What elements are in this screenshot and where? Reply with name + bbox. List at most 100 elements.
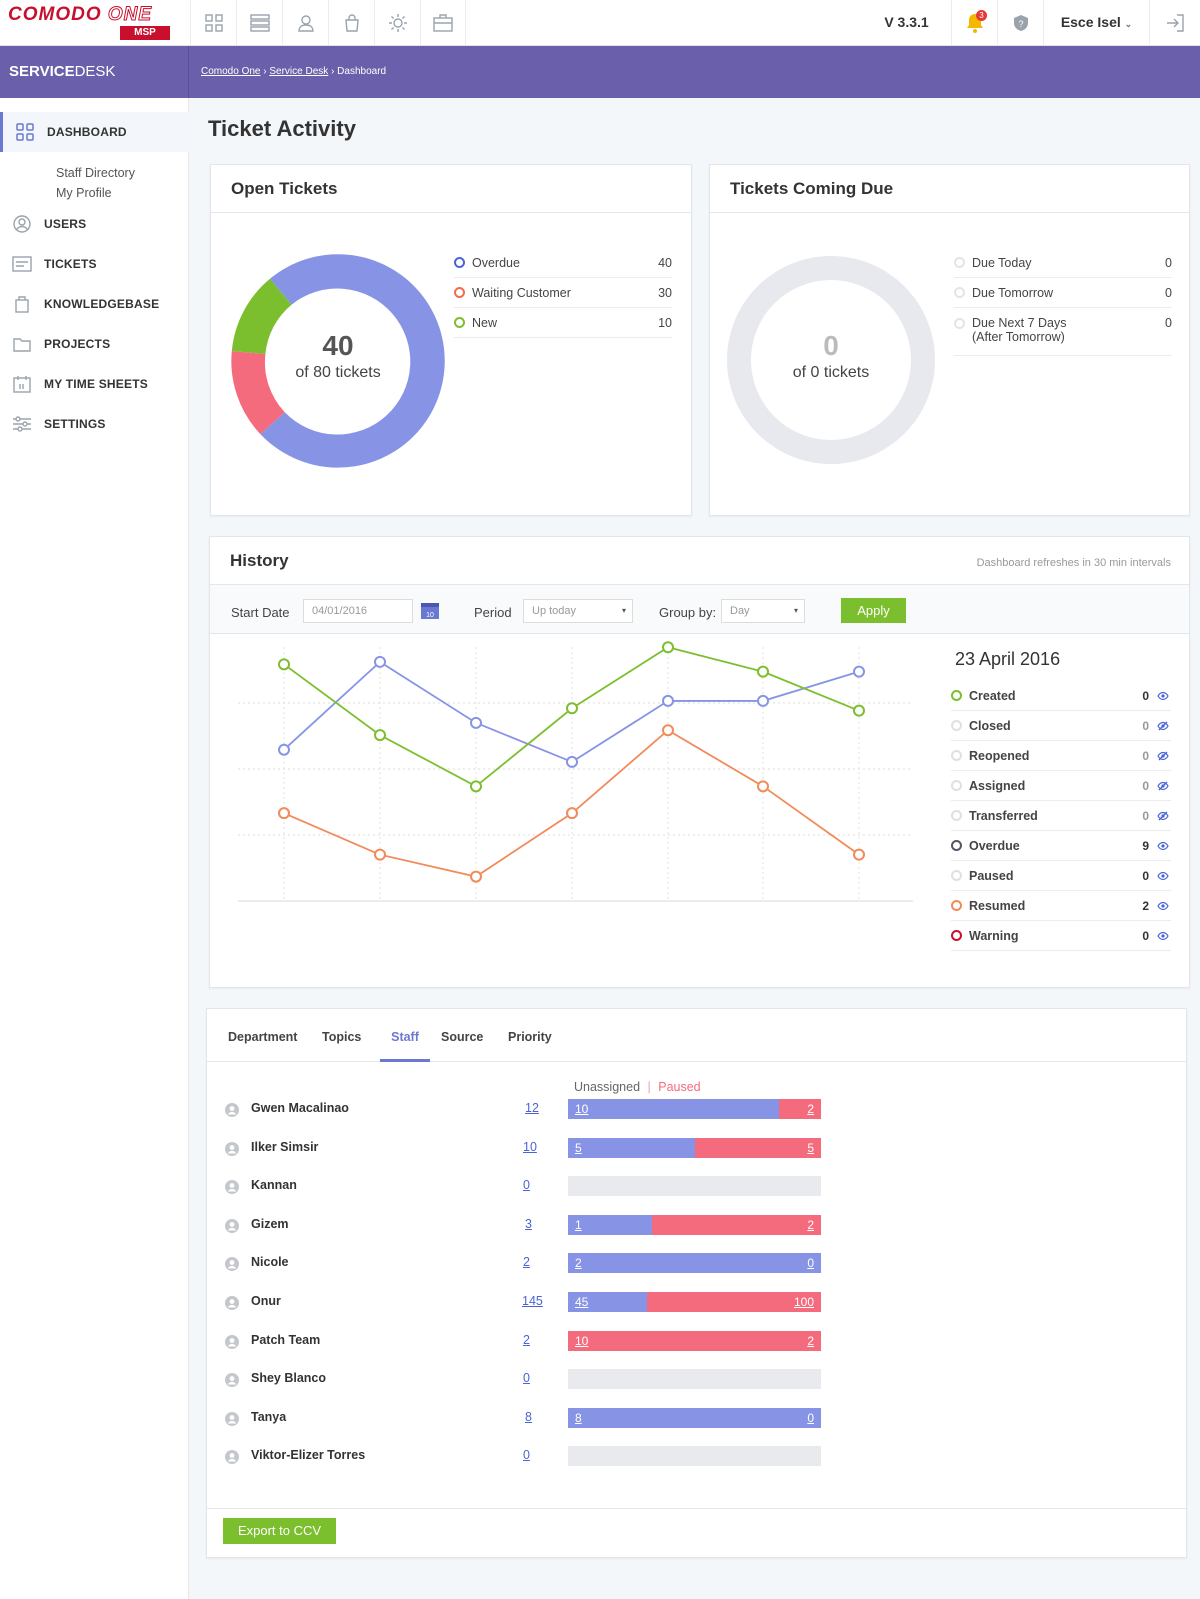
paused-segment[interactable]: [652, 1214, 821, 1235]
donut-segment-waiting[interactable]: [231, 351, 285, 435]
settings-gear-icon[interactable]: [374, 0, 420, 45]
unassigned-count-link[interactable]: 10: [575, 1333, 589, 1348]
staff-total-link[interactable]: 10: [523, 1139, 537, 1154]
history-legend-row[interactable]: Closed 0: [951, 711, 1171, 741]
apply-button[interactable]: Apply: [841, 598, 906, 623]
data-point[interactable]: [374, 848, 386, 861]
donut-segment-new[interactable]: [231, 278, 292, 354]
unassigned-count-link[interactable]: 1: [575, 1217, 582, 1232]
eye-icon[interactable]: [1157, 840, 1169, 854]
data-point[interactable]: [566, 807, 578, 820]
legend-row-new[interactable]: New 10: [454, 308, 672, 338]
history-legend-row[interactable]: Created 0: [951, 681, 1171, 711]
briefcase-icon[interactable]: [420, 0, 466, 45]
paused-count-link[interactable]: 2: [807, 1217, 814, 1232]
data-point[interactable]: [662, 641, 674, 654]
staff-total-link[interactable]: 12: [525, 1101, 539, 1115]
staff-total-link[interactable]: 3: [525, 1216, 532, 1231]
group-by-select[interactable]: Day ▾: [721, 599, 805, 623]
legend-row-due-next-7-days[interactable]: Due Next 7 Days (After Tomorrow) 0: [954, 308, 1172, 356]
eye-off-icon[interactable]: [1157, 750, 1169, 764]
legend-row-waiting-customer[interactable]: Waiting Customer 30: [454, 278, 672, 308]
sidebar-item-users[interactable]: USERS: [0, 204, 189, 244]
data-point[interactable]: [757, 694, 769, 707]
data-point[interactable]: [278, 658, 290, 671]
staff-total-link[interactable]: 2: [523, 1332, 530, 1347]
data-point[interactable]: [470, 780, 482, 793]
paused-count-link[interactable]: 0: [807, 1410, 814, 1425]
start-date-input[interactable]: 04/01/2016: [303, 599, 413, 623]
unassigned-count-link[interactable]: 5: [575, 1140, 582, 1155]
sidebar-subitem-staff-directory[interactable]: Staff Directory: [56, 166, 135, 180]
eye-off-icon[interactable]: [1157, 780, 1169, 794]
tab-department[interactable]: Department: [228, 1030, 298, 1044]
breadcrumb-service-desk[interactable]: Service Desk: [269, 66, 329, 77]
unassigned-count-link[interactable]: 8: [575, 1410, 582, 1425]
user-menu[interactable]: Esce Isel ⌄: [1044, 0, 1150, 45]
eye-icon[interactable]: [1157, 930, 1169, 944]
staff-total-link[interactable]: 2: [523, 1255, 530, 1270]
eye-icon[interactable]: [1157, 900, 1169, 914]
comodo-one-logo[interactable]: COMODO ONE MSP: [8, 4, 170, 40]
paused-segment[interactable]: [647, 1292, 821, 1312]
paused-count-link[interactable]: 0: [807, 1256, 814, 1271]
legend-row-due-today[interactable]: Due Today 0: [954, 248, 1172, 278]
history-legend-row[interactable]: Warning 0: [951, 921, 1171, 951]
staff-total-link[interactable]: 8: [525, 1409, 532, 1424]
unassigned-segment[interactable]: [568, 1253, 821, 1274]
history-legend-row[interactable]: Resumed 2: [951, 891, 1171, 921]
paused-segment[interactable]: [568, 1330, 821, 1351]
data-point[interactable]: [278, 743, 290, 756]
user-icon[interactable]: [282, 0, 328, 45]
notifications-bell-icon[interactable]: 3: [952, 0, 998, 45]
tab-topics[interactable]: Topics: [322, 1030, 362, 1044]
data-point[interactable]: [470, 716, 482, 729]
paused-segment[interactable]: [695, 1137, 821, 1158]
eye-icon[interactable]: [1157, 870, 1169, 884]
data-point[interactable]: [853, 704, 865, 717]
unassigned-segment[interactable]: [568, 1099, 779, 1119]
tab-priority[interactable]: Priority: [508, 1030, 552, 1044]
history-legend-row[interactable]: Paused 0: [951, 861, 1171, 891]
data-point[interactable]: [853, 848, 865, 861]
unassigned-count-link[interactable]: 45: [575, 1295, 589, 1309]
unassigned-segment[interactable]: [568, 1292, 647, 1312]
dashboard-grid-icon[interactable]: [190, 0, 236, 45]
paused-count-link[interactable]: 2: [807, 1102, 814, 1116]
data-point[interactable]: [374, 729, 386, 742]
eye-off-icon[interactable]: [1157, 720, 1169, 734]
history-legend-row[interactable]: Reopened 0: [951, 741, 1171, 771]
sidebar-item-time-sheets[interactable]: MY TIME SHEETS: [0, 364, 189, 404]
paused-count-link[interactable]: 5: [807, 1140, 814, 1155]
eye-off-icon[interactable]: [1157, 810, 1169, 824]
sidebar-subitem-my-profile[interactable]: My Profile: [56, 186, 112, 200]
export-button[interactable]: Export to CCV: [223, 1518, 336, 1544]
data-point[interactable]: [566, 755, 578, 768]
data-point[interactable]: [566, 702, 578, 715]
legend-row-overdue[interactable]: Overdue 40: [454, 248, 672, 278]
staff-total-link[interactable]: 145: [522, 1294, 543, 1308]
tab-source[interactable]: Source: [441, 1030, 484, 1044]
unassigned-count-link[interactable]: 10: [575, 1102, 589, 1116]
history-legend-row[interactable]: Overdue 9: [951, 831, 1171, 861]
tab-staff[interactable]: Staff: [380, 1009, 430, 1062]
staff-total-link[interactable]: 0: [523, 1178, 530, 1193]
sidebar-item-settings[interactable]: SETTINGS: [0, 404, 189, 444]
donut-segment-overdue[interactable]: [260, 254, 445, 468]
shopping-bag-icon[interactable]: [328, 0, 374, 45]
paused-segment[interactable]: [779, 1099, 821, 1119]
period-select[interactable]: Up today ▾: [523, 599, 633, 623]
staff-total-link[interactable]: 0: [523, 1448, 530, 1463]
eye-icon[interactable]: [1157, 690, 1169, 704]
history-legend-row[interactable]: Transferred 0: [951, 801, 1171, 831]
data-point[interactable]: [662, 724, 674, 737]
data-point[interactable]: [853, 665, 865, 678]
unassigned-count-link[interactable]: 2: [575, 1256, 582, 1271]
logout-icon[interactable]: [1150, 0, 1200, 45]
unassigned-segment[interactable]: [568, 1407, 821, 1428]
security-shield-icon[interactable]: ?: [998, 0, 1044, 45]
unassigned-segment[interactable]: [568, 1137, 695, 1158]
unassigned-segment[interactable]: [568, 1214, 652, 1235]
breadcrumb-comodo-one[interactable]: Comodo One: [201, 66, 261, 77]
calendar-icon[interactable]: 10: [421, 601, 439, 624]
